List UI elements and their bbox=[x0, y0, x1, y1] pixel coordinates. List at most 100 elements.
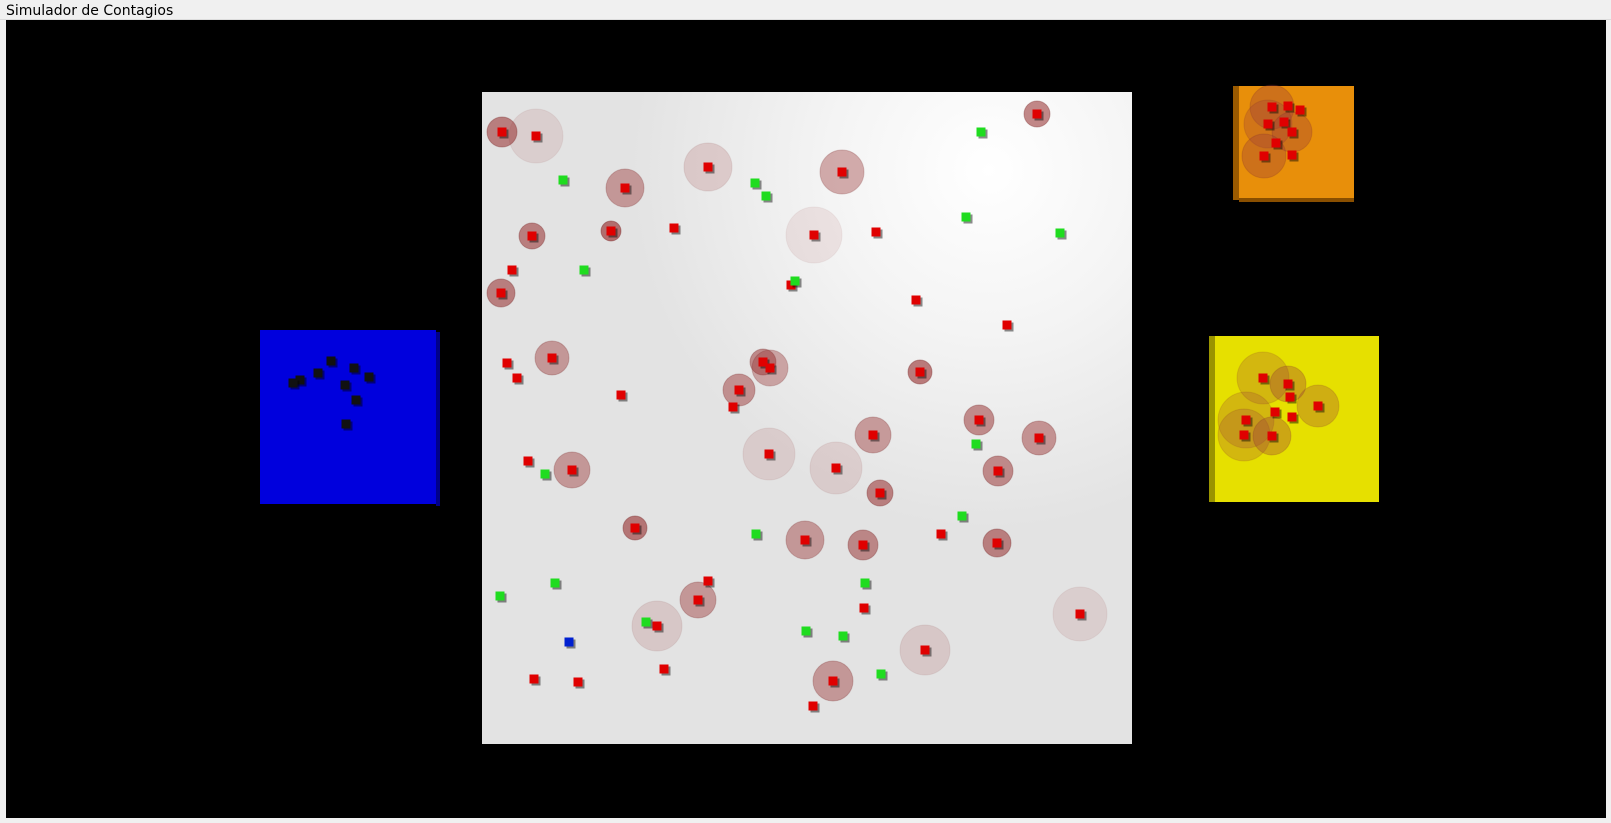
infected-agent bbox=[993, 466, 1005, 478]
healthy-agent bbox=[957, 511, 969, 523]
infected-agent bbox=[858, 540, 870, 552]
infected-agent bbox=[703, 162, 715, 174]
infected-agent bbox=[1267, 102, 1279, 114]
infected-agent bbox=[1285, 392, 1297, 404]
infected-agent bbox=[531, 131, 543, 143]
infected-agent bbox=[693, 595, 705, 607]
infected-agent bbox=[1287, 127, 1299, 139]
healthy-agent bbox=[860, 578, 872, 590]
infected-agent bbox=[868, 430, 880, 442]
main-floor bbox=[482, 92, 1132, 744]
infected-agent bbox=[1283, 379, 1295, 391]
infected-agent bbox=[659, 664, 671, 676]
infected-agent bbox=[765, 363, 777, 375]
infected-agent bbox=[620, 183, 632, 195]
infected-agent bbox=[1313, 401, 1325, 413]
infected-agent bbox=[573, 677, 585, 689]
infected-agent bbox=[1034, 433, 1046, 445]
infected-agent bbox=[875, 488, 887, 500]
special-agent bbox=[564, 637, 576, 649]
infected-agent bbox=[1241, 415, 1253, 427]
infected-agent bbox=[871, 227, 883, 239]
infected-agent bbox=[496, 288, 508, 300]
infected-agent bbox=[1271, 138, 1283, 150]
healthy-agent bbox=[876, 669, 888, 681]
infected-agent bbox=[703, 576, 715, 588]
infected-agent bbox=[809, 230, 821, 242]
infected-agent bbox=[606, 226, 618, 238]
recovered-agent bbox=[364, 372, 376, 384]
infected-agent bbox=[915, 367, 927, 379]
healthy-agent bbox=[838, 631, 850, 643]
infected-agent bbox=[1032, 109, 1044, 121]
infected-agent bbox=[507, 265, 519, 277]
healthy-agent bbox=[961, 212, 973, 224]
infected-agent bbox=[1270, 407, 1282, 419]
infected-agent bbox=[1295, 105, 1307, 117]
infected-agent bbox=[992, 538, 1004, 550]
infected-agent bbox=[800, 535, 812, 547]
recovered-agent bbox=[326, 356, 338, 368]
infected-agent bbox=[1002, 320, 1014, 332]
simulation-viewport[interactable] bbox=[6, 20, 1606, 818]
healthy-agent bbox=[1055, 228, 1067, 240]
infected-agent bbox=[974, 415, 986, 427]
healthy-agent bbox=[750, 178, 762, 190]
recovered-agent bbox=[340, 380, 352, 392]
infected-agent bbox=[764, 449, 776, 461]
infected-agent bbox=[616, 390, 628, 402]
infected-agent bbox=[1258, 373, 1270, 385]
infected-agent bbox=[512, 373, 524, 385]
healthy-agent bbox=[540, 469, 552, 481]
recovered-agent bbox=[349, 363, 361, 375]
infected-agent bbox=[1267, 431, 1279, 443]
infected-agent bbox=[911, 295, 923, 307]
healthy-agent bbox=[641, 617, 653, 629]
infected-agent bbox=[527, 231, 539, 243]
infected-agent bbox=[547, 353, 559, 365]
healthy-agent bbox=[751, 529, 763, 541]
recovered-agent bbox=[341, 419, 353, 431]
infected-agent bbox=[831, 463, 843, 475]
healthy-agent bbox=[761, 191, 773, 203]
infected-agent bbox=[837, 167, 849, 179]
infected-agent bbox=[652, 621, 664, 633]
recovered-agent bbox=[295, 375, 307, 387]
orange-zone bbox=[1233, 86, 1354, 202]
infected-agent bbox=[567, 465, 579, 477]
infected-agent bbox=[1075, 609, 1087, 621]
healthy-agent bbox=[550, 578, 562, 590]
infected-agent bbox=[728, 402, 740, 414]
infected-agent bbox=[734, 385, 746, 397]
healthy-agent bbox=[579, 265, 591, 277]
infected-agent bbox=[1239, 430, 1251, 442]
infected-agent bbox=[758, 357, 770, 369]
blue-zone bbox=[260, 330, 440, 506]
agents bbox=[288, 101, 1325, 713]
infected-agent bbox=[1287, 412, 1299, 424]
infected-agent bbox=[630, 523, 642, 535]
simulation-scene bbox=[260, 84, 1379, 744]
healthy-agent bbox=[495, 591, 507, 603]
infected-agent bbox=[1283, 101, 1295, 113]
infected-agent bbox=[497, 127, 509, 139]
infected-agent bbox=[828, 676, 840, 688]
infected-agent bbox=[523, 456, 535, 468]
infected-agent bbox=[529, 674, 541, 686]
infected-agent bbox=[1287, 150, 1299, 162]
title-bar: Simulador de Contagios bbox=[0, 0, 1611, 20]
healthy-agent bbox=[790, 276, 802, 288]
infected-agent bbox=[1279, 117, 1291, 129]
window-title: Simulador de Contagios bbox=[6, 3, 174, 19]
infected-agent bbox=[859, 603, 871, 615]
healthy-agent bbox=[558, 175, 570, 187]
infected-agent bbox=[502, 358, 514, 370]
healthy-agent bbox=[976, 127, 988, 139]
infected-agent bbox=[1263, 119, 1275, 131]
infected-agent bbox=[808, 701, 820, 713]
recovered-agent bbox=[288, 378, 300, 390]
infected-agent bbox=[920, 645, 932, 657]
recovered-agent bbox=[351, 395, 363, 407]
recovered-agent bbox=[313, 368, 325, 380]
